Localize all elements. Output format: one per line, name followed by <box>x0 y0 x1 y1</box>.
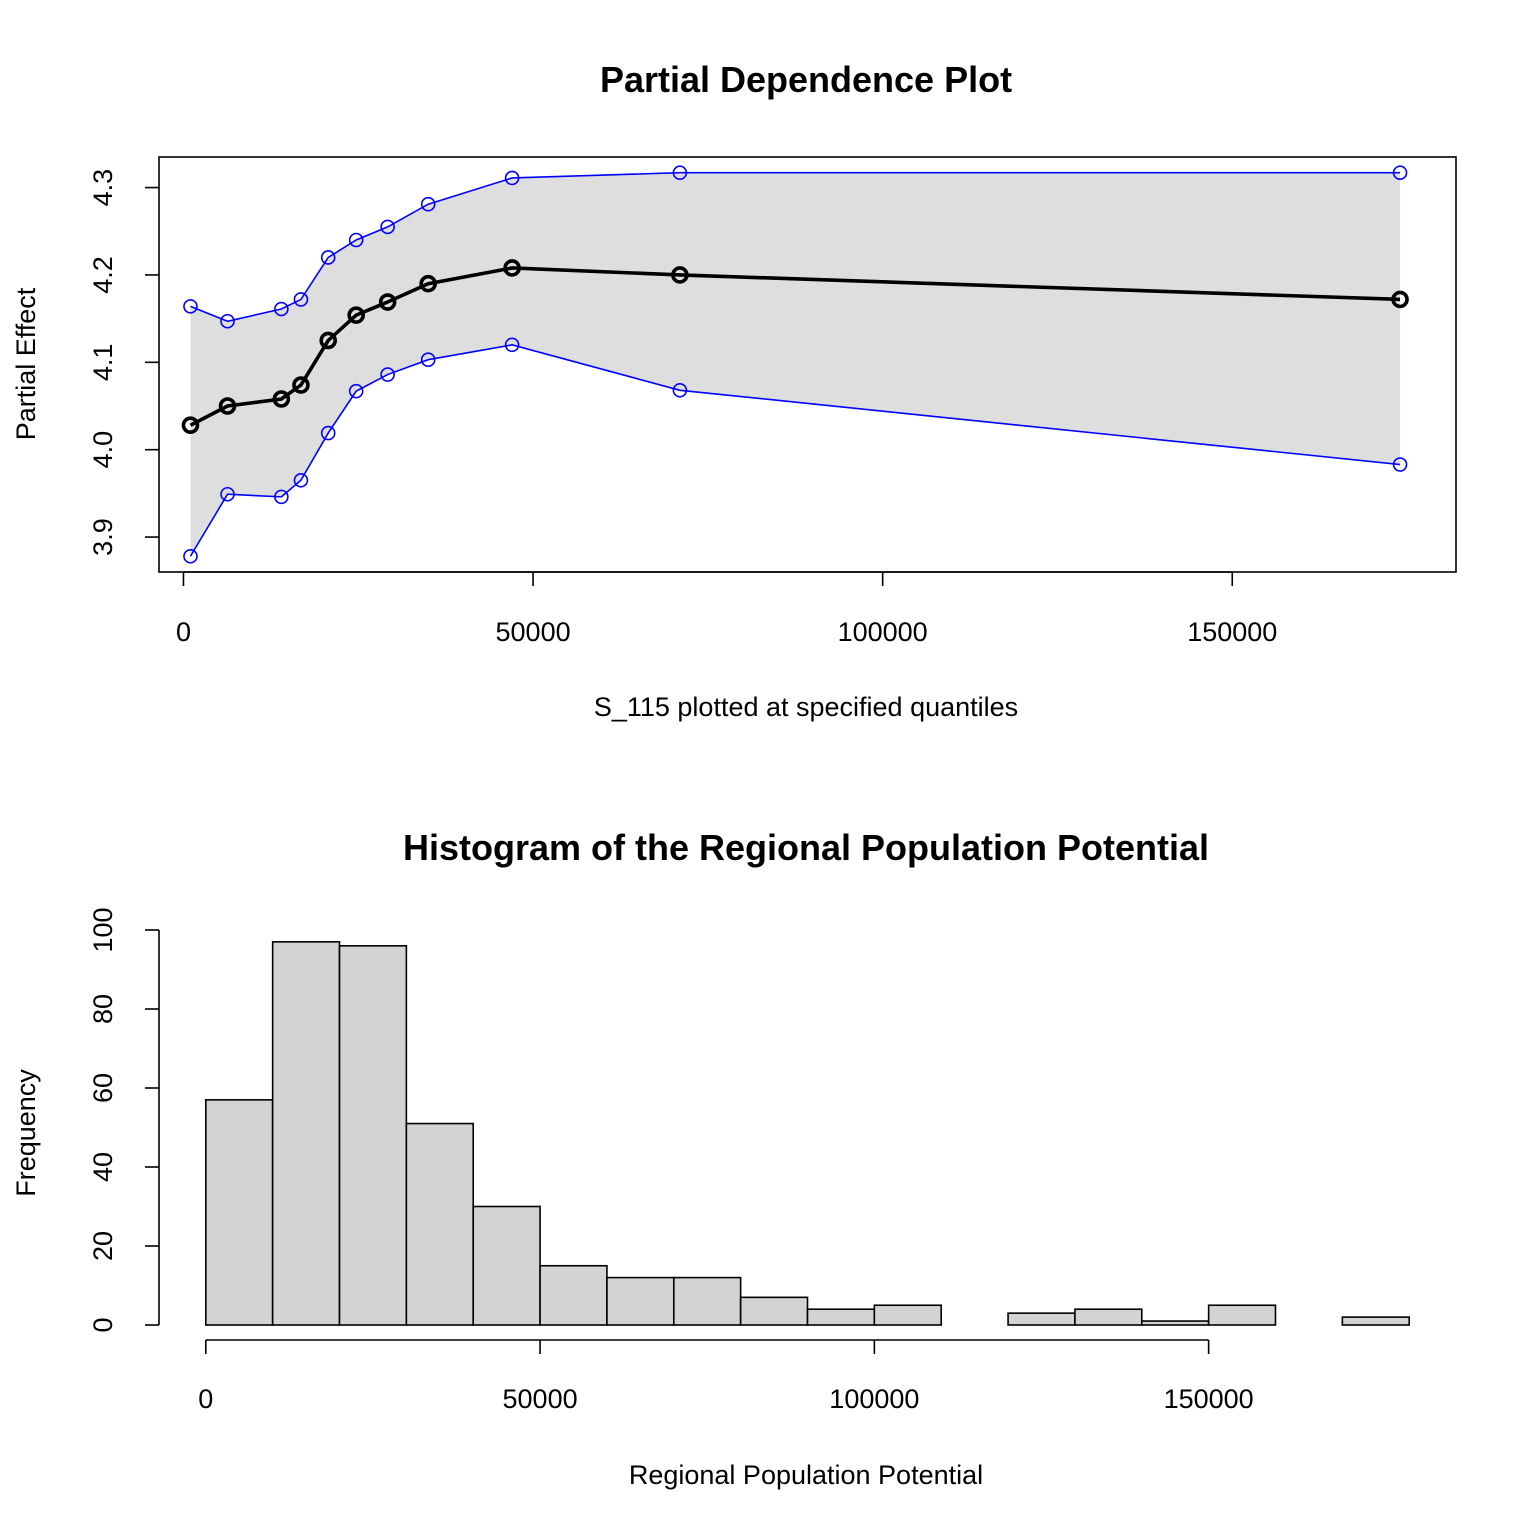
histogram-title: Histogram of the Regional Population Pot… <box>403 827 1209 868</box>
histogram-x-tick-label: 0 <box>198 1384 213 1414</box>
histogram-bar <box>672 1276 742 1326</box>
histogram-bar <box>873 1304 943 1326</box>
pdp-upper-bound-point <box>348 232 364 248</box>
histogram-y-tick-label: 60 <box>88 1073 118 1103</box>
pdp-points <box>181 165 1409 564</box>
pdp-estimate-point <box>319 331 338 350</box>
histogram-x-tick-label: 50000 <box>503 1384 578 1414</box>
pdp-estimate-point <box>347 306 365 324</box>
pdp-upper-bound-point <box>504 170 520 186</box>
histogram-y-axis-label: Frequency <box>11 1069 41 1197</box>
pdp-x-tick-label: 100000 <box>838 617 928 647</box>
pdp-upper-bound-point <box>274 301 289 317</box>
histogram-y-tick-label: 100 <box>88 907 118 952</box>
pdp-lower-bound-point <box>348 383 364 399</box>
histogram-bar <box>271 941 341 1326</box>
histogram-y-tick-label: 40 <box>88 1152 118 1182</box>
pdp-lower-bound-point <box>293 472 309 488</box>
histogram-bar <box>1074 1308 1143 1326</box>
histogram-bar <box>405 1122 475 1326</box>
pdp-estimate-point <box>1391 290 1409 309</box>
pdp-lower-bound-point <box>320 425 336 441</box>
pdp-x-tick-label: 0 <box>176 617 191 647</box>
pdp-estimate-point <box>378 293 397 311</box>
pdp-upper-bound-point <box>380 219 395 235</box>
pdp-series-lines <box>189 171 1401 557</box>
pdp-estimate-point <box>272 390 291 408</box>
pdp-y-tick-label: 3.9 <box>88 518 118 556</box>
histogram-bar <box>204 1099 274 1326</box>
pdp-y-axis-label: Partial Effect <box>11 287 41 440</box>
pdp-estimate-point <box>419 274 437 293</box>
pdp-estimate-line <box>189 266 1401 427</box>
pdp-upper-bound-point <box>293 292 309 307</box>
histogram-x-axis: 0 50000 100000 150000 <box>198 1339 1254 1414</box>
pdp-lower-bound-point <box>274 489 289 505</box>
histogram-panel: Histogram of the Regional Population Pot… <box>11 827 1411 1490</box>
pdp-estimate-point <box>503 259 521 277</box>
histogram-x-tick-label: 150000 <box>1164 1384 1254 1414</box>
pdp-confidence-band <box>190 172 1401 557</box>
histogram-bar <box>1007 1312 1076 1326</box>
pdp-upper-bound-point <box>1392 165 1408 181</box>
pdp-y-tick-label: 4.2 <box>88 256 118 294</box>
histogram-bar <box>472 1205 541 1326</box>
pdp-lower-bound-point <box>1392 457 1408 472</box>
pdp-lower-bound-point <box>504 337 520 353</box>
pdp-upper-bound-point <box>220 313 235 329</box>
histogram-bar <box>739 1296 809 1326</box>
histogram-bars <box>204 941 1411 1326</box>
pdp-upper-bound-point <box>183 299 198 314</box>
pdp-x-tick-label: 150000 <box>1187 617 1277 647</box>
pdp-estimate-point <box>218 397 237 415</box>
pdp-x-axis-label: S_115 plotted at specified quantiles <box>594 692 1018 722</box>
pdp-y-tick-label: 4.0 <box>88 431 118 469</box>
pdp-y-tick-label: 4.3 <box>88 169 118 207</box>
histogram-bar <box>1140 1320 1210 1326</box>
pdp-upper-bound-point <box>672 165 688 181</box>
histogram-bar <box>539 1264 608 1326</box>
pdp-estimate-point <box>181 416 200 435</box>
histogram-bar <box>338 944 408 1326</box>
pdp-lower-bound-point <box>183 548 198 564</box>
histogram-bar <box>1207 1304 1277 1326</box>
pdp-lower-bound-point <box>672 382 688 398</box>
pdp-y-axis: 3.9 4.0 4.1 4.2 4.3 <box>88 169 159 556</box>
pdp-y-tick-label: 4.1 <box>88 344 118 382</box>
histogram-y-tick-label: 0 <box>88 1317 118 1332</box>
pdp-x-tick-label: 50000 <box>496 617 571 647</box>
histogram-x-tick-label: 100000 <box>829 1384 919 1414</box>
pdp-lower-bound-line <box>189 344 1401 557</box>
pdp-title: Partial Dependence Plot <box>600 59 1012 100</box>
histogram-y-axis: 0 20 40 60 80 100 <box>88 907 160 1333</box>
histogram-y-tick-label: 20 <box>88 1231 118 1261</box>
histogram-bar <box>806 1308 876 1326</box>
histogram-y-tick-label: 80 <box>88 994 118 1024</box>
pdp-upper-bound-point <box>420 196 436 212</box>
partial-dependence-panel: Partial Dependence Plot S_115 plotted at… <box>11 59 1457 722</box>
histogram-x-axis-label: Regional Population Potential <box>629 1460 983 1490</box>
pdp-upper-bound-line <box>190 171 1401 323</box>
pdp-estimate-point <box>671 266 689 284</box>
pdp-lower-bound-point <box>220 486 235 502</box>
pdp-upper-bound-point <box>320 250 336 265</box>
pdp-x-axis: 0 50000 100000 150000 <box>176 571 1277 647</box>
pdp-lower-bound-point <box>420 352 436 367</box>
pdp-lower-bound-point <box>380 367 395 382</box>
histogram-bar <box>1341 1316 1411 1326</box>
histogram-bar <box>606 1276 675 1326</box>
pdp-estimate-point <box>292 376 310 394</box>
pdp-band-area <box>190 172 1401 557</box>
